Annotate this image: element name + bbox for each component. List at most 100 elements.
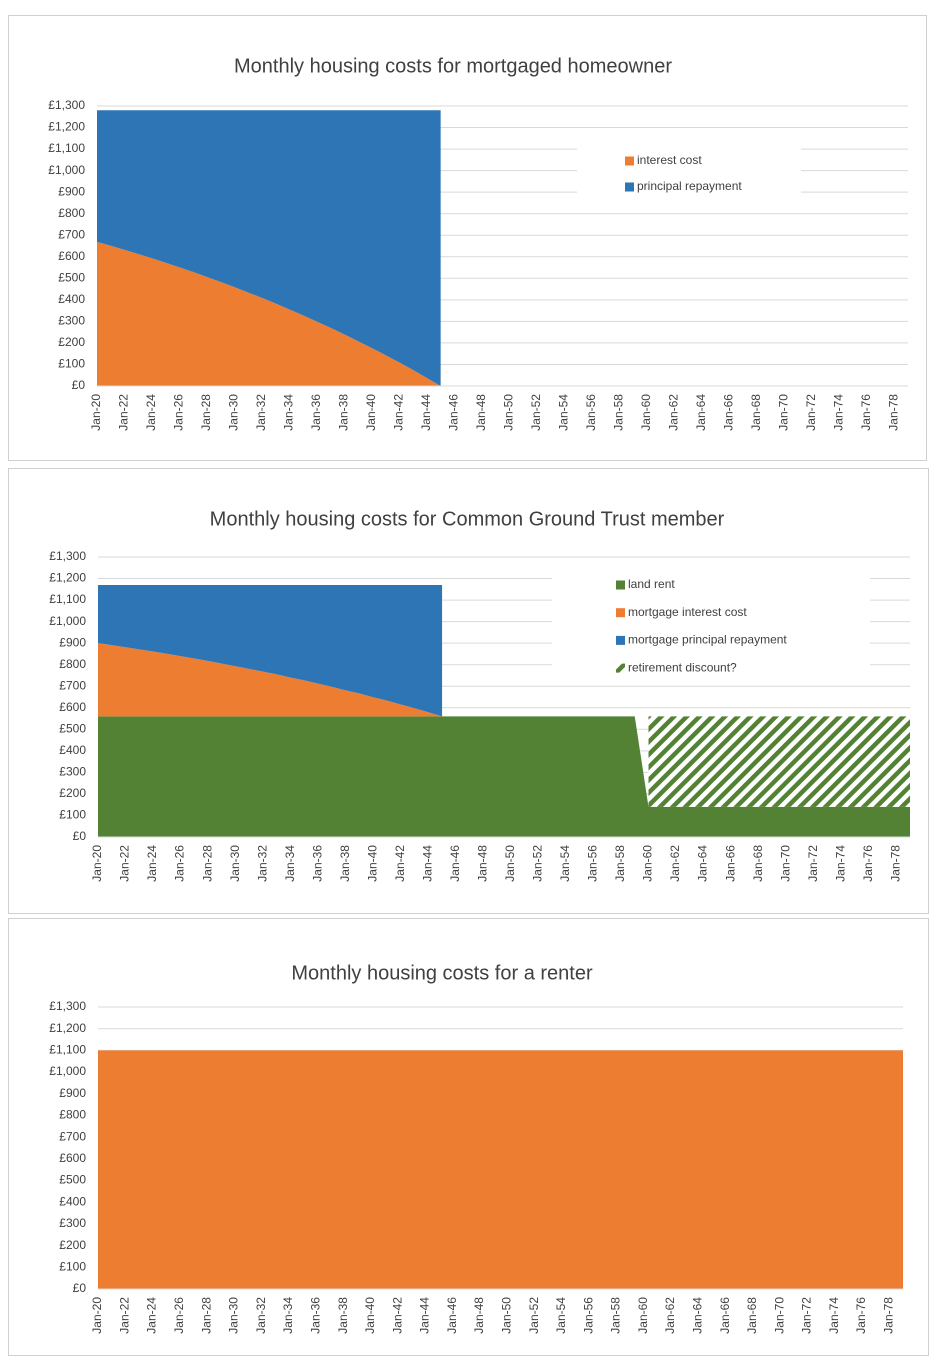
area bbox=[98, 1050, 903, 1289]
y-tick-label: £600 bbox=[59, 700, 86, 714]
area bbox=[98, 585, 443, 717]
legend-label: retirement discount? bbox=[628, 660, 737, 674]
x-tick-label: Jan-64 bbox=[691, 1297, 705, 1334]
legend-swatch bbox=[625, 182, 634, 192]
x-tick-label: Jan-24 bbox=[144, 394, 158, 431]
x-tick-label: Jan-58 bbox=[612, 394, 626, 431]
x-tick-label: Jan-28 bbox=[199, 394, 213, 431]
legend-swatch bbox=[616, 580, 625, 590]
y-tick-label: £400 bbox=[59, 1194, 86, 1208]
x-tick-label: Jan-32 bbox=[254, 1297, 268, 1334]
legend-label: principal repayment bbox=[637, 179, 742, 193]
x-tick-label: Jan-76 bbox=[861, 845, 875, 882]
x-tick-label: Jan-26 bbox=[172, 1297, 186, 1334]
y-tick-label: £900 bbox=[58, 184, 85, 198]
x-tick-label: Jan-72 bbox=[804, 394, 818, 431]
x-tick-label: Jan-46 bbox=[448, 845, 462, 882]
y-tick-label: £700 bbox=[59, 1129, 86, 1143]
legend-box bbox=[577, 146, 801, 202]
legend-swatch bbox=[625, 156, 634, 166]
x-tick-label: Jan-36 bbox=[308, 1297, 322, 1334]
x-tick-label: Jan-66 bbox=[723, 845, 737, 882]
x-tick-label: Jan-34 bbox=[283, 845, 297, 882]
x-tick-label: Jan-36 bbox=[310, 845, 324, 882]
x-tick-label: Jan-62 bbox=[666, 394, 680, 431]
x-tick-label: Jan-56 bbox=[584, 394, 598, 431]
x-tick-label: Jan-46 bbox=[447, 394, 461, 431]
x-tick-label: Jan-58 bbox=[609, 1297, 623, 1334]
x-tick-label: Jan-30 bbox=[227, 394, 241, 431]
x-tick-label: Jan-50 bbox=[503, 845, 517, 882]
y-tick-label: £1,000 bbox=[49, 614, 86, 628]
chart-title: Monthly housing costs for a renter bbox=[291, 962, 593, 984]
x-tick-label: Jan-38 bbox=[338, 845, 352, 882]
y-tick-label: £900 bbox=[59, 1086, 86, 1100]
x-tick-label: Jan-40 bbox=[363, 1297, 377, 1334]
x-tick-label: Jan-48 bbox=[476, 845, 490, 882]
y-tick-label: £300 bbox=[58, 314, 85, 328]
x-tick-label: Jan-20 bbox=[90, 1297, 104, 1334]
y-tick-label: £500 bbox=[59, 721, 86, 735]
x-tick-label: Jan-22 bbox=[117, 1297, 131, 1334]
y-tick-label: £1,100 bbox=[49, 592, 86, 606]
y-tick-label: £200 bbox=[59, 1238, 86, 1252]
x-tick-label: Jan-42 bbox=[393, 845, 407, 882]
area bbox=[97, 241, 441, 386]
y-tick-label: £300 bbox=[59, 765, 86, 779]
legend-label: mortgage interest cost bbox=[628, 605, 747, 619]
x-tick-label: Jan-40 bbox=[365, 845, 379, 882]
x-tick-label: Jan-44 bbox=[418, 1297, 432, 1334]
legend-swatch bbox=[616, 663, 625, 673]
x-tick-label: Jan-72 bbox=[800, 1297, 814, 1334]
y-tick-label: £1,300 bbox=[49, 999, 86, 1013]
x-tick-label: Jan-54 bbox=[557, 394, 571, 431]
x-tick-label: Jan-56 bbox=[586, 845, 600, 882]
y-tick-label: £700 bbox=[58, 227, 85, 241]
x-tick-label: Jan-52 bbox=[531, 845, 545, 882]
x-tick-label: Jan-60 bbox=[641, 845, 655, 882]
x-tick-label: Jan-54 bbox=[558, 845, 572, 882]
chart-title: Monthly housing costs for mortgaged home… bbox=[234, 55, 672, 77]
x-tick-label: Jan-44 bbox=[419, 394, 433, 431]
area bbox=[98, 643, 443, 717]
x-tick-label: Jan-54 bbox=[554, 1297, 568, 1334]
x-tick-label: Jan-42 bbox=[392, 394, 406, 431]
x-tick-label: Jan-22 bbox=[117, 394, 131, 431]
x-tick-label: Jan-40 bbox=[364, 394, 378, 431]
x-tick-label: Jan-78 bbox=[886, 394, 900, 431]
y-tick-label: £1,200 bbox=[49, 571, 86, 585]
y-tick-label: £100 bbox=[59, 808, 86, 822]
x-tick-label: Jan-74 bbox=[827, 1297, 841, 1334]
y-tick-label: £1,300 bbox=[48, 98, 85, 112]
x-tick-label: Jan-48 bbox=[474, 394, 488, 431]
x-tick-label: Jan-66 bbox=[721, 394, 735, 431]
x-tick-label: Jan-76 bbox=[854, 1297, 868, 1334]
x-tick-label: Jan-70 bbox=[778, 845, 792, 882]
y-tick-label: £1,200 bbox=[49, 1021, 86, 1035]
x-tick-label: Jan-60 bbox=[639, 394, 653, 431]
x-tick-label: Jan-62 bbox=[668, 845, 682, 882]
y-tick-label: £500 bbox=[59, 1173, 86, 1187]
x-tick-label: Jan-50 bbox=[499, 1297, 513, 1334]
x-tick-label: Jan-30 bbox=[228, 845, 242, 882]
x-tick-label: Jan-60 bbox=[636, 1297, 650, 1334]
legend-swatch bbox=[616, 608, 625, 618]
y-tick-label: £300 bbox=[59, 1216, 86, 1230]
y-tick-label: £600 bbox=[58, 249, 85, 263]
y-tick-label: £1,000 bbox=[49, 1064, 86, 1078]
x-tick-label: Jan-48 bbox=[472, 1297, 486, 1334]
y-tick-label: £0 bbox=[73, 1281, 87, 1295]
x-tick-label: Jan-24 bbox=[145, 845, 159, 882]
x-tick-label: Jan-42 bbox=[390, 1297, 404, 1334]
y-tick-label: £200 bbox=[59, 786, 86, 800]
x-tick-label: Jan-20 bbox=[89, 394, 103, 431]
x-tick-label: Jan-72 bbox=[806, 845, 820, 882]
x-tick-label: Jan-32 bbox=[254, 394, 268, 431]
x-tick-label: Jan-32 bbox=[255, 845, 269, 882]
y-tick-label: £0 bbox=[73, 829, 87, 843]
y-tick-label: £800 bbox=[59, 1108, 86, 1122]
x-tick-label: Jan-22 bbox=[118, 845, 132, 882]
y-tick-label: £100 bbox=[59, 1259, 86, 1273]
y-tick-label: £1,000 bbox=[48, 163, 85, 177]
